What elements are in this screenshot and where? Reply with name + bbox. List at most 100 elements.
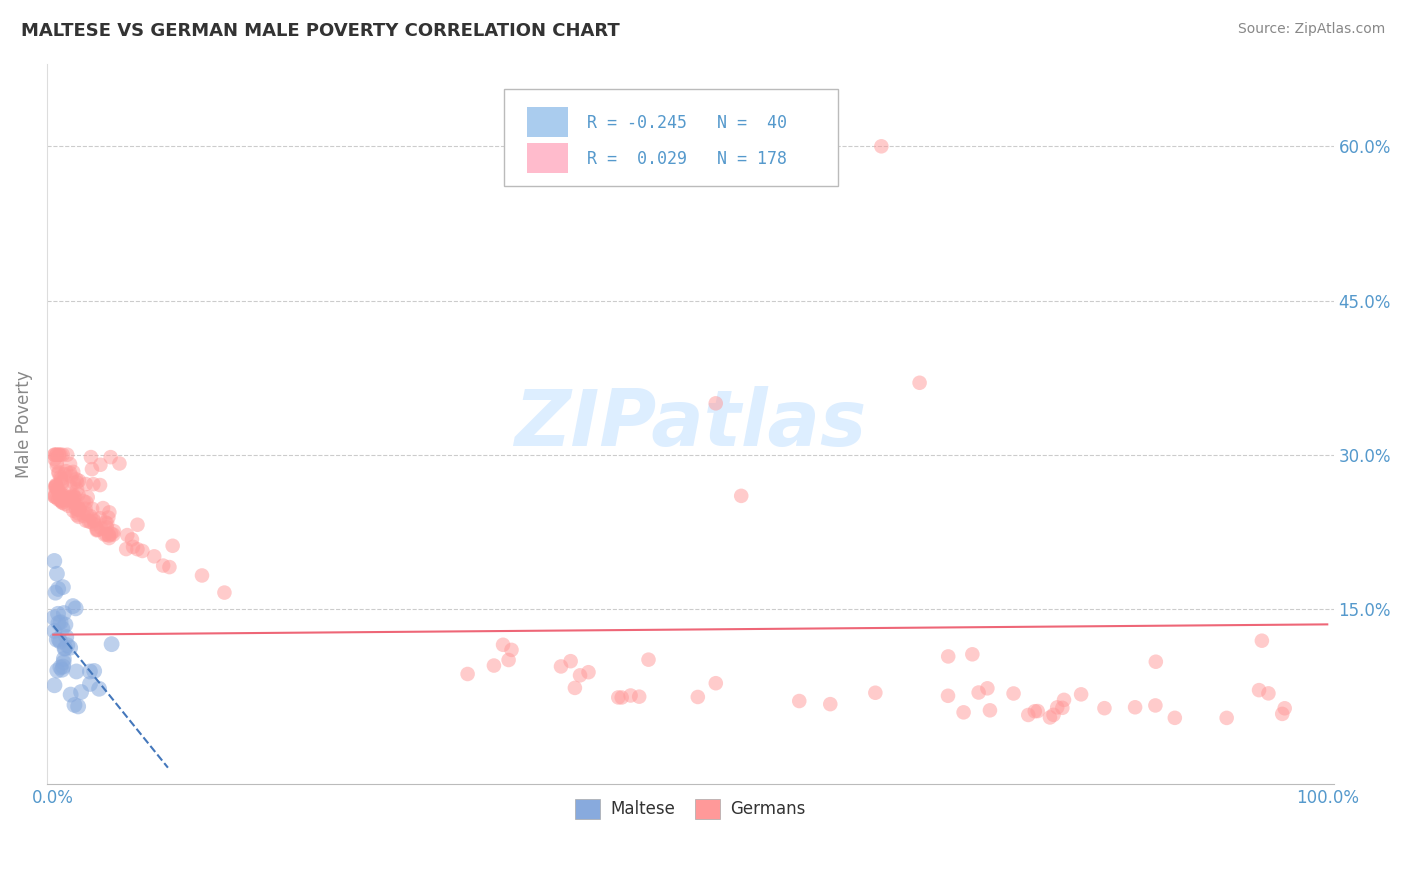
Point (67, 509, 90, 524)
Point (67, 699, 90, 714)
Point (62, 488, 84, 502)
Point (97, 510, 120, 524)
Point (44, 448, 66, 462)
Point (214, 585, 236, 599)
Point (49, 486, 72, 500)
Point (72, 494, 94, 508)
Point (63, 490, 86, 504)
Point (52, 448, 75, 462)
Point (93, 527, 115, 541)
Point (49, 634, 72, 648)
Point (482, 658, 505, 673)
Point (127, 542, 149, 557)
Point (55, 617, 77, 632)
Point (79, 677, 101, 691)
Point (730, 489, 752, 503)
Point (52, 652, 75, 666)
Point (48, 465, 70, 479)
Point (52, 656, 75, 670)
Point (865, 686, 887, 700)
Point (66, 475, 89, 490)
Point (143, 549, 166, 564)
Point (1046, 700, 1069, 714)
Point (1250, 633, 1272, 648)
Point (49, 489, 72, 503)
Point (59, 457, 82, 471)
Point (45, 478, 67, 492)
Point (820, 697, 842, 711)
Point (48, 487, 70, 501)
Point (686, 690, 709, 704)
Point (979, 703, 1001, 717)
Point (83, 512, 105, 526)
Point (53, 492, 76, 507)
Point (53, 467, 76, 482)
Point (67, 502, 90, 516)
Point (53, 491, 76, 506)
Point (97, 528, 120, 542)
Point (967, 685, 990, 699)
Point (62, 599, 84, 613)
Point (49, 493, 72, 508)
Point (704, 676, 727, 690)
Point (56, 490, 79, 504)
Point (45, 491, 67, 505)
Point (67, 507, 90, 521)
Point (962, 648, 984, 662)
Point (60, 469, 83, 483)
Point (51, 495, 73, 509)
Point (58, 491, 80, 506)
Point (121, 533, 143, 547)
Point (48, 467, 70, 481)
Point (191, 568, 214, 582)
Point (65, 501, 87, 516)
Point (89, 458, 111, 472)
Point (66, 482, 89, 496)
Point (44, 678, 66, 692)
Point (48, 448, 70, 462)
Point (1094, 701, 1116, 715)
Point (56, 448, 79, 462)
Point (976, 681, 998, 696)
FancyBboxPatch shape (503, 89, 838, 186)
Point (100, 637, 122, 651)
Point (75, 477, 97, 491)
Point (53, 491, 76, 505)
Point (49, 448, 72, 462)
Point (45, 632, 67, 647)
Point (162, 539, 184, 553)
Point (67, 474, 90, 488)
Point (87, 681, 110, 696)
Point (1070, 687, 1092, 701)
Text: MALTESE VS GERMAN MALE POVERTY CORRELATION CHART: MALTESE VS GERMAN MALE POVERTY CORRELATI… (21, 22, 620, 40)
Point (1271, 706, 1294, 721)
Point (44, 448, 66, 462)
Point (63, 490, 86, 504)
Point (51, 477, 73, 491)
Point (59, 640, 82, 655)
Point (51, 493, 73, 508)
Point (637, 653, 659, 667)
Point (63, 496, 86, 510)
Point (108, 457, 131, 471)
Legend: Maltese, Germans: Maltese, Germans (568, 792, 813, 826)
Point (159, 560, 181, 574)
Point (936, 649, 959, 664)
Point (51, 472, 73, 486)
Point (48, 632, 70, 647)
Point (52, 488, 75, 502)
Point (501, 643, 523, 657)
Point (94, 516, 117, 530)
Point (82, 477, 104, 491)
Point (45, 480, 67, 494)
Point (44, 490, 66, 504)
Point (870, 139, 893, 153)
Point (59, 480, 82, 494)
Point (1215, 711, 1237, 725)
Point (704, 396, 727, 410)
Point (45, 478, 67, 492)
Point (620, 689, 643, 703)
Point (91, 501, 114, 516)
Point (63, 698, 86, 712)
Point (77, 515, 100, 529)
